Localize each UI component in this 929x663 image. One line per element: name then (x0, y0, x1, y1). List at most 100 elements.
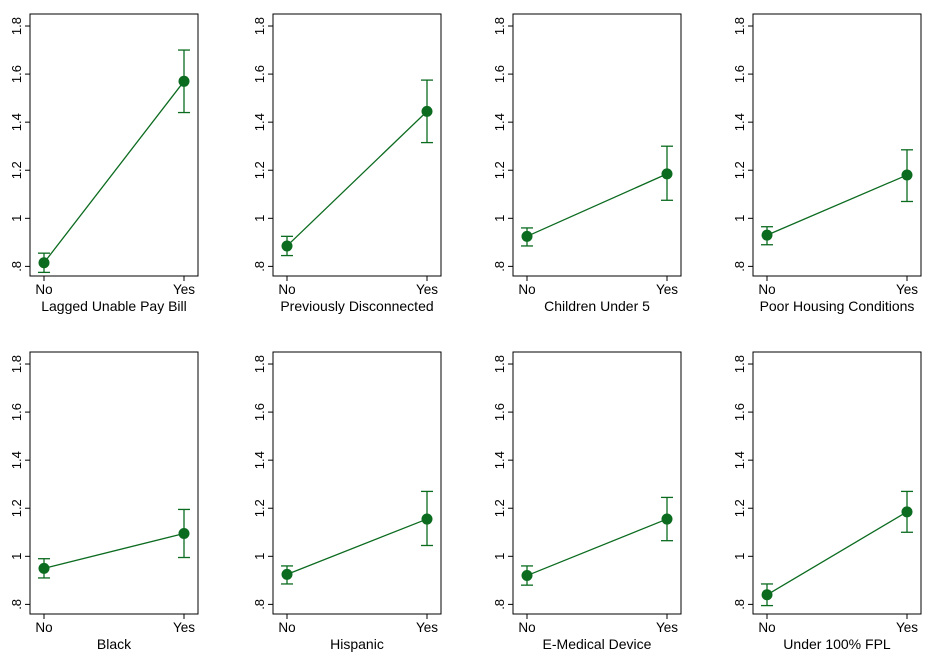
y-tick-label: .8 (732, 599, 747, 610)
y-tick-label: 1.4 (252, 451, 267, 469)
data-point (901, 506, 913, 518)
y-tick-label: 1.8 (492, 17, 507, 35)
data-point (761, 229, 773, 241)
x-tick-label: Yes (416, 620, 438, 635)
panel-5: .8 1 1.2 1.4 1.6 1.8 No Yes Black (9, 351, 199, 652)
data-point (178, 527, 190, 539)
series-line (43, 80, 185, 264)
y-tick-label: 1.8 (9, 17, 24, 35)
x-tick-label: Yes (656, 282, 678, 297)
y-tick-label: 1.2 (732, 161, 747, 179)
y-tick-label: 1 (9, 215, 24, 222)
x-tick-label: Yes (896, 282, 918, 297)
data-point (661, 168, 673, 180)
x-tick-label: Yes (173, 282, 195, 297)
y-tick-label: .8 (9, 261, 24, 272)
x-tick-label: No (35, 620, 52, 635)
y-tick-label: 1 (252, 553, 267, 560)
y-tick-label: 1.2 (9, 499, 24, 517)
x-axis-title: Black (97, 636, 132, 652)
x-tick-label: No (758, 620, 775, 635)
y-tick-label: .8 (9, 599, 24, 610)
x-tick-label: No (278, 282, 295, 297)
series-line (526, 173, 668, 237)
x-tick-label: No (518, 620, 535, 635)
series-line (766, 174, 908, 236)
data-point (661, 513, 673, 525)
y-tick-label: 1.8 (732, 355, 747, 373)
y-tick-label: 1.6 (732, 403, 747, 421)
plot-frame (29, 351, 199, 615)
data-point (178, 75, 190, 87)
plot-frame (29, 13, 199, 277)
x-tick-label: No (278, 620, 295, 635)
x-axis-title: Under 100% FPL (783, 636, 891, 652)
y-tick-label: 1 (9, 553, 24, 560)
data-point (38, 257, 50, 269)
plot-frame (512, 13, 682, 277)
y-tick-label: 1.2 (492, 161, 507, 179)
x-tick-label: No (35, 282, 52, 297)
y-tick-label: 1.2 (9, 161, 24, 179)
y-tick-label: 1.8 (732, 17, 747, 35)
y-tick-label: 1.8 (492, 355, 507, 373)
y-tick-label: 1 (492, 215, 507, 222)
x-tick-label: Yes (656, 620, 678, 635)
x-tick-label: Yes (416, 282, 438, 297)
plot-frame (272, 351, 442, 615)
y-tick-label: 1.4 (492, 113, 507, 131)
panel-7: .8 1 1.2 1.4 1.6 1.8 No Yes E-Medical Device (492, 351, 682, 652)
series-line (43, 532, 185, 569)
data-point (901, 169, 913, 181)
y-tick-label: 1.8 (9, 355, 24, 373)
y-tick-label: 1.4 (492, 451, 507, 469)
y-tick-label: 1 (252, 215, 267, 222)
y-tick-label: 1.6 (732, 65, 747, 83)
x-axis-title: Poor Housing Conditions (760, 298, 915, 314)
y-tick-label: 1.6 (9, 65, 24, 83)
y-tick-label: 1.4 (9, 451, 24, 469)
y-tick-label: 1.2 (732, 499, 747, 517)
x-axis-title: Children Under 5 (544, 298, 650, 314)
y-tick-label: .8 (252, 261, 267, 272)
x-axis-title: Hispanic (330, 636, 384, 652)
y-tick-label: 1.6 (492, 65, 507, 83)
y-tick-label: 1.2 (492, 499, 507, 517)
plot-frame (752, 13, 922, 277)
plot-frame (752, 351, 922, 615)
plot-frame (272, 13, 442, 277)
data-point (421, 513, 433, 525)
y-tick-label: 1 (492, 553, 507, 560)
y-tick-label: 1.4 (252, 113, 267, 131)
y-tick-label: 1.4 (9, 113, 24, 131)
data-point (421, 105, 433, 117)
y-tick-label: 1.8 (252, 17, 267, 35)
y-tick-label: 1.6 (9, 403, 24, 421)
panel-6: .8 1 1.2 1.4 1.6 1.8 No Yes Hispanic (252, 351, 442, 652)
data-point (521, 230, 533, 242)
series-line (766, 511, 908, 596)
data-point (761, 589, 773, 601)
x-tick-label: No (758, 282, 775, 297)
y-tick-label: 1.4 (732, 113, 747, 131)
data-point (281, 240, 293, 252)
x-axis-title: E-Medical Device (543, 636, 652, 652)
y-tick-label: 1.4 (732, 451, 747, 469)
y-tick-label: .8 (492, 261, 507, 272)
x-tick-label: Yes (896, 620, 918, 635)
x-tick-label: No (518, 282, 535, 297)
x-axis-title: Previously Disconnected (280, 298, 433, 314)
y-tick-label: 1 (732, 553, 747, 560)
series-line (286, 110, 428, 247)
y-tick-label: 1.2 (252, 499, 267, 517)
x-axis-title: Lagged Unable Pay Bill (41, 298, 187, 314)
data-point (521, 570, 533, 582)
y-tick-label: .8 (252, 599, 267, 610)
y-tick-label: 1.6 (252, 65, 267, 83)
data-point (281, 568, 293, 580)
data-point (38, 562, 50, 574)
series-line (286, 518, 428, 575)
